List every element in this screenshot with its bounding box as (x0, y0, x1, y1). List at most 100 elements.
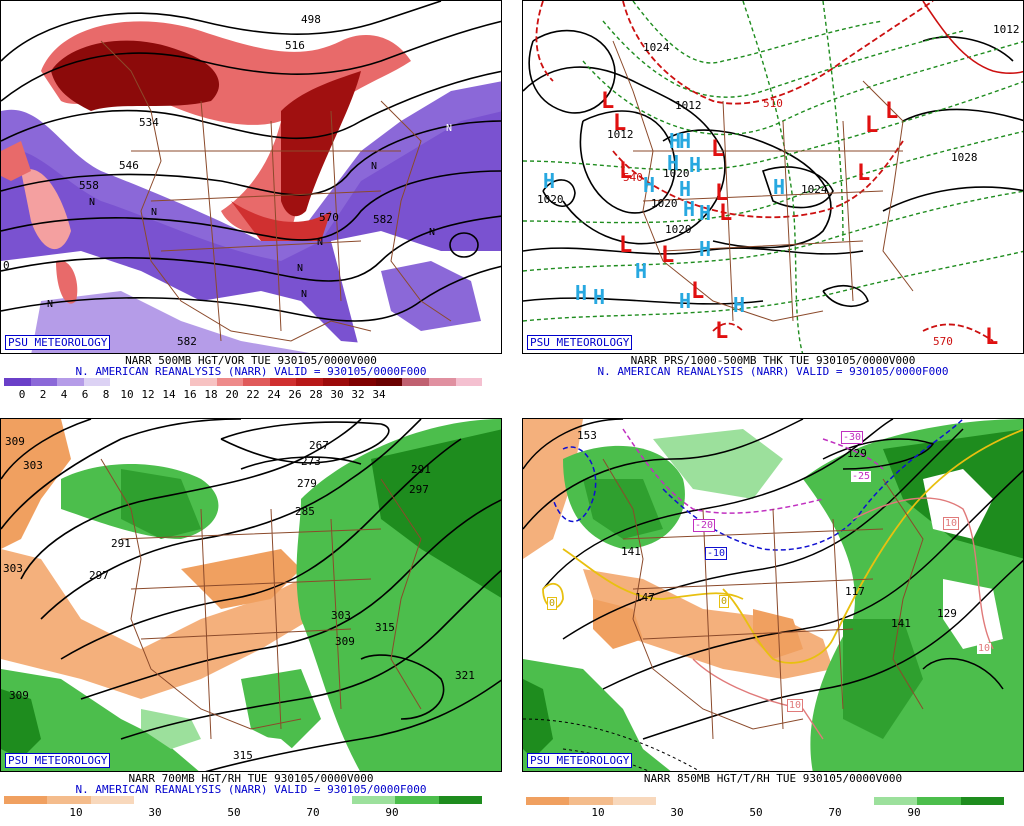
contour-label-534: 534 (139, 116, 159, 129)
colorbar-ticks: 10 30 50 70 90 (0, 806, 502, 819)
colorbar-swatch (221, 796, 265, 804)
colorbar-swatch (569, 797, 613, 805)
psu-badge: PSU METEOROLOGY (527, 335, 633, 350)
contour-label-1028: 1028 (951, 151, 978, 164)
colorbar-swatch (264, 796, 309, 804)
map-pressure: 1020 1020 1020 1020 1028 1024 1012 1024 … (522, 0, 1024, 354)
map-500mb: 498 516 534 546 558 570 582 582 0 N N N … (0, 0, 502, 354)
high-marker: H (773, 175, 786, 199)
contour-label-279: 279 (297, 477, 317, 490)
colorbar-tick-label: 14 (162, 388, 176, 401)
low-marker: L (661, 243, 675, 268)
colorbar-tick-label: 10 (591, 806, 605, 819)
contour-label-315: 315 (375, 621, 395, 634)
colorbar-swatch (455, 378, 483, 386)
n-marker: N (47, 299, 54, 310)
colorbar-swatch (30, 378, 58, 386)
contour-label-1012: 1012 (607, 128, 634, 141)
colorbar-swatch (4, 378, 31, 386)
colorbar-tick-label: 70 (306, 806, 320, 819)
low-marker: L (619, 159, 633, 184)
contour-label-1012c: 1012 (993, 23, 1020, 36)
colorbar-swatch (243, 378, 270, 386)
contour-label-540: 540 (623, 171, 643, 184)
colorbar-swatch (402, 378, 429, 386)
colorbar-swatch (960, 797, 1004, 805)
colorbar-swatch (395, 796, 439, 804)
low-marker: L (613, 111, 627, 136)
low-marker: L (715, 319, 729, 344)
colorbar-tick-label: 50 (227, 806, 241, 819)
contour-label-510: 510 (763, 97, 783, 110)
n-marker: N (317, 237, 324, 248)
contour-label-570: 570 (319, 211, 339, 224)
colorbar-tick-label: 28 (309, 388, 323, 401)
psu-badge: PSU METEOROLOGY (5, 335, 111, 350)
contour-label-1020: 1020 (537, 193, 564, 206)
panel-500mb: 498 516 534 546 558 570 582 582 0 N N N … (0, 0, 502, 408)
contour-label-570: 570 (933, 335, 953, 348)
panel-850mb: 153 141 129 117 129 141 147 -30 -25 -20 … (522, 418, 1024, 826)
colorbar-tick-label: 30 (330, 388, 344, 401)
colorbar-swatch (349, 378, 376, 386)
n-marker: N (371, 161, 378, 172)
temp-label-10: 10 (943, 517, 960, 530)
temp-label-0: 0 (547, 597, 558, 610)
colorbar-swatch (134, 796, 178, 804)
colorbar-tick-label: 50 (749, 806, 763, 819)
high-marker: H (683, 197, 696, 221)
high-marker: H (699, 201, 712, 225)
colorbar-swatch (612, 797, 657, 805)
colorbar-swatch (216, 378, 244, 386)
contour-label-309b: 309 (335, 635, 355, 648)
colorbar-tick-label: 30 (148, 806, 162, 819)
colorbar-ticks: 0 2 4 6 8 10 12 14 16 18 20 22 24 26 28 30 32 34 (0, 388, 502, 401)
colorbar-swatch (90, 796, 135, 804)
colorbar-tick-label: 12 (141, 388, 155, 401)
colorbar (4, 796, 482, 804)
low-marker: L (857, 161, 871, 186)
colorbar-swatch (873, 797, 918, 805)
low-marker: L (885, 99, 899, 124)
colorbar-ticks: 10 30 50 70 90 (522, 806, 1024, 819)
low-marker: L (715, 181, 729, 206)
colorbar-swatch (786, 797, 831, 805)
n-marker: N (429, 227, 436, 238)
contour-label-153: 153 (577, 429, 597, 442)
contour-label-291b: 291 (411, 463, 431, 476)
low-marker: L (691, 279, 705, 304)
low-marker: L (619, 233, 633, 258)
high-marker: H (689, 153, 702, 177)
contour-label-129: 129 (847, 447, 867, 460)
colorbar-tick-label: 2 (39, 388, 47, 401)
contour-label-141: 141 (621, 545, 641, 558)
colorbar-tick-label: 30 (670, 806, 684, 819)
low-marker: L (601, 89, 615, 114)
colorbar-swatch (351, 796, 396, 804)
high-marker: H (669, 129, 682, 153)
contour-label-498: 498 (301, 13, 321, 26)
temp-label-10b: 10 (787, 699, 804, 712)
colorbar-swatch (322, 378, 350, 386)
caption-valid: N. AMERICAN REANALYSIS (NARR) VALID = 93… (75, 365, 427, 378)
colorbar-tick-label: 10 (69, 806, 83, 819)
colorbar-tick-label: 70 (828, 806, 842, 819)
colorbar-swatch (526, 797, 570, 805)
caption-title: NARR 700MB HGT/RH TUE 930105/0000V000 (128, 772, 374, 785)
contour-label-582b: 582 (177, 335, 197, 348)
high-marker: H (679, 289, 692, 313)
caption-valid: N. AMERICAN REANALYSIS (NARR) VALID = 93… (75, 783, 427, 796)
colorbar-swatch (47, 796, 91, 804)
high-marker: H (575, 281, 588, 305)
colorbar-swatch (83, 378, 111, 386)
map-850mb: 153 141 129 117 129 141 147 -30 -25 -20 … (522, 418, 1024, 772)
contour-label-267: 267 (309, 439, 329, 452)
contour-label-117: 117 (845, 585, 865, 598)
colorbar-swatch (269, 378, 297, 386)
colorbar-tick-label: 34 (372, 388, 386, 401)
colorbar-swatch (429, 378, 456, 386)
temp-label-0b: 0 (719, 595, 730, 608)
temp-label-m10: -10 (705, 547, 728, 560)
high-marker: H (543, 169, 556, 193)
colorbar-tick-label: 16 (183, 388, 197, 401)
